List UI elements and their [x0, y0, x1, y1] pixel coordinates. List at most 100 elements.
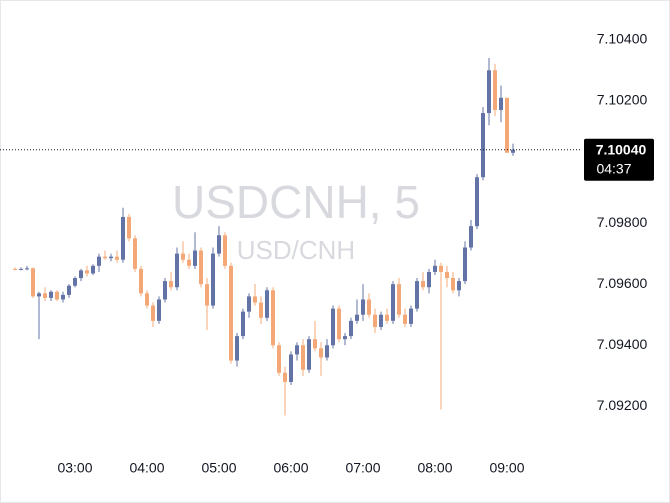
candle-body	[379, 314, 383, 327]
candle-body	[397, 284, 401, 315]
candle-body	[115, 256, 119, 260]
candle-body	[181, 253, 185, 260]
candle-body	[67, 285, 71, 295]
candle-body	[61, 294, 65, 300]
y-tick-label: 7.10200	[597, 92, 648, 108]
candle-body	[253, 296, 257, 303]
candle-body	[511, 149, 515, 153]
candle-body	[325, 345, 329, 358]
candle-body	[265, 290, 269, 318]
candle-body	[409, 308, 413, 324]
candle-body	[19, 268, 23, 270]
candle-body	[79, 270, 83, 279]
candle-body	[199, 250, 203, 285]
candle-body	[229, 265, 233, 361]
candle-body	[139, 268, 143, 294]
candle-body	[295, 345, 299, 355]
candle-body	[385, 314, 389, 321]
candle-body	[157, 299, 161, 321]
last-price-box	[584, 138, 654, 181]
y-tick-label: 7.09800	[597, 214, 648, 230]
candle-body	[109, 256, 113, 259]
last-price-label: 7.10040	[596, 141, 647, 157]
x-tick-label: 03:00	[57, 460, 92, 476]
candle-body	[505, 97, 509, 153]
candle-body	[277, 345, 281, 373]
candle-body	[445, 271, 449, 279]
candle-body	[403, 314, 407, 324]
candle-body	[283, 372, 287, 382]
candle-body	[349, 320, 353, 337]
candle-body	[145, 293, 149, 306]
candle-body	[13, 268, 17, 270]
candle-body	[487, 70, 491, 114]
candle-body	[37, 293, 41, 297]
candle-body	[193, 250, 197, 266]
candle-body	[499, 97, 503, 110]
candle-body	[247, 296, 251, 312]
candle-body	[241, 311, 245, 337]
candle-body	[259, 302, 263, 318]
candle-body	[211, 253, 215, 306]
candle-body	[301, 345, 305, 370]
candle-body	[493, 70, 497, 110]
y-tick-label: 7.10400	[597, 30, 648, 46]
countdown-label: 04:37	[596, 160, 631, 176]
watermark-title: USDCNH, 5	[172, 176, 420, 228]
candle-body	[271, 290, 275, 346]
candle-body	[427, 271, 431, 288]
candle-body	[223, 235, 227, 266]
candle-body	[205, 284, 209, 306]
candle-body	[91, 265, 95, 274]
candle-body	[355, 314, 359, 321]
candle-body	[103, 256, 107, 259]
candle-body	[31, 268, 35, 297]
candle-body	[373, 314, 377, 327]
x-tick-label: 09:00	[489, 460, 524, 476]
candle-body	[367, 299, 371, 315]
candle-body	[433, 265, 437, 272]
candle-body	[337, 308, 341, 340]
candle-body	[475, 177, 479, 227]
candle-body	[25, 268, 29, 270]
candle-body	[43, 293, 47, 298]
candle-body	[463, 247, 467, 282]
candle-body	[85, 270, 89, 274]
candle-body	[439, 265, 443, 272]
y-tick-label: 7.09200	[597, 397, 648, 413]
candle-body	[163, 281, 167, 300]
x-tick-label: 06:00	[273, 460, 308, 476]
candle-body	[97, 256, 101, 266]
candle-body	[343, 336, 347, 340]
x-tick-label: 04:00	[129, 460, 164, 476]
y-tick-label: 7.09600	[597, 275, 648, 291]
candle-body	[469, 226, 473, 248]
candle-body	[55, 291, 59, 300]
candle-body	[415, 281, 419, 309]
candle-body	[127, 216, 131, 239]
candle-body	[457, 281, 461, 291]
candle-body	[217, 235, 221, 254]
candle-body	[169, 281, 173, 288]
candle-body	[313, 339, 317, 349]
candle-body	[175, 253, 179, 288]
candle-body	[121, 216, 125, 260]
candle-body	[361, 299, 365, 315]
candle-body	[391, 284, 395, 321]
candle-body	[307, 339, 311, 370]
candle-body	[481, 113, 485, 178]
candle-body	[319, 348, 323, 358]
candle-body	[331, 308, 335, 346]
x-tick-label: 08:00	[417, 460, 452, 476]
candle-body	[289, 354, 293, 382]
candle-body	[451, 278, 455, 291]
watermark-subtitle: USD/CNH	[237, 235, 355, 265]
candle-body	[73, 278, 77, 286]
y-tick-label: 7.09400	[597, 336, 648, 352]
candle-body	[421, 281, 425, 288]
candle-body	[133, 238, 137, 269]
candle-body	[49, 291, 53, 298]
x-tick-label: 05:00	[201, 460, 236, 476]
